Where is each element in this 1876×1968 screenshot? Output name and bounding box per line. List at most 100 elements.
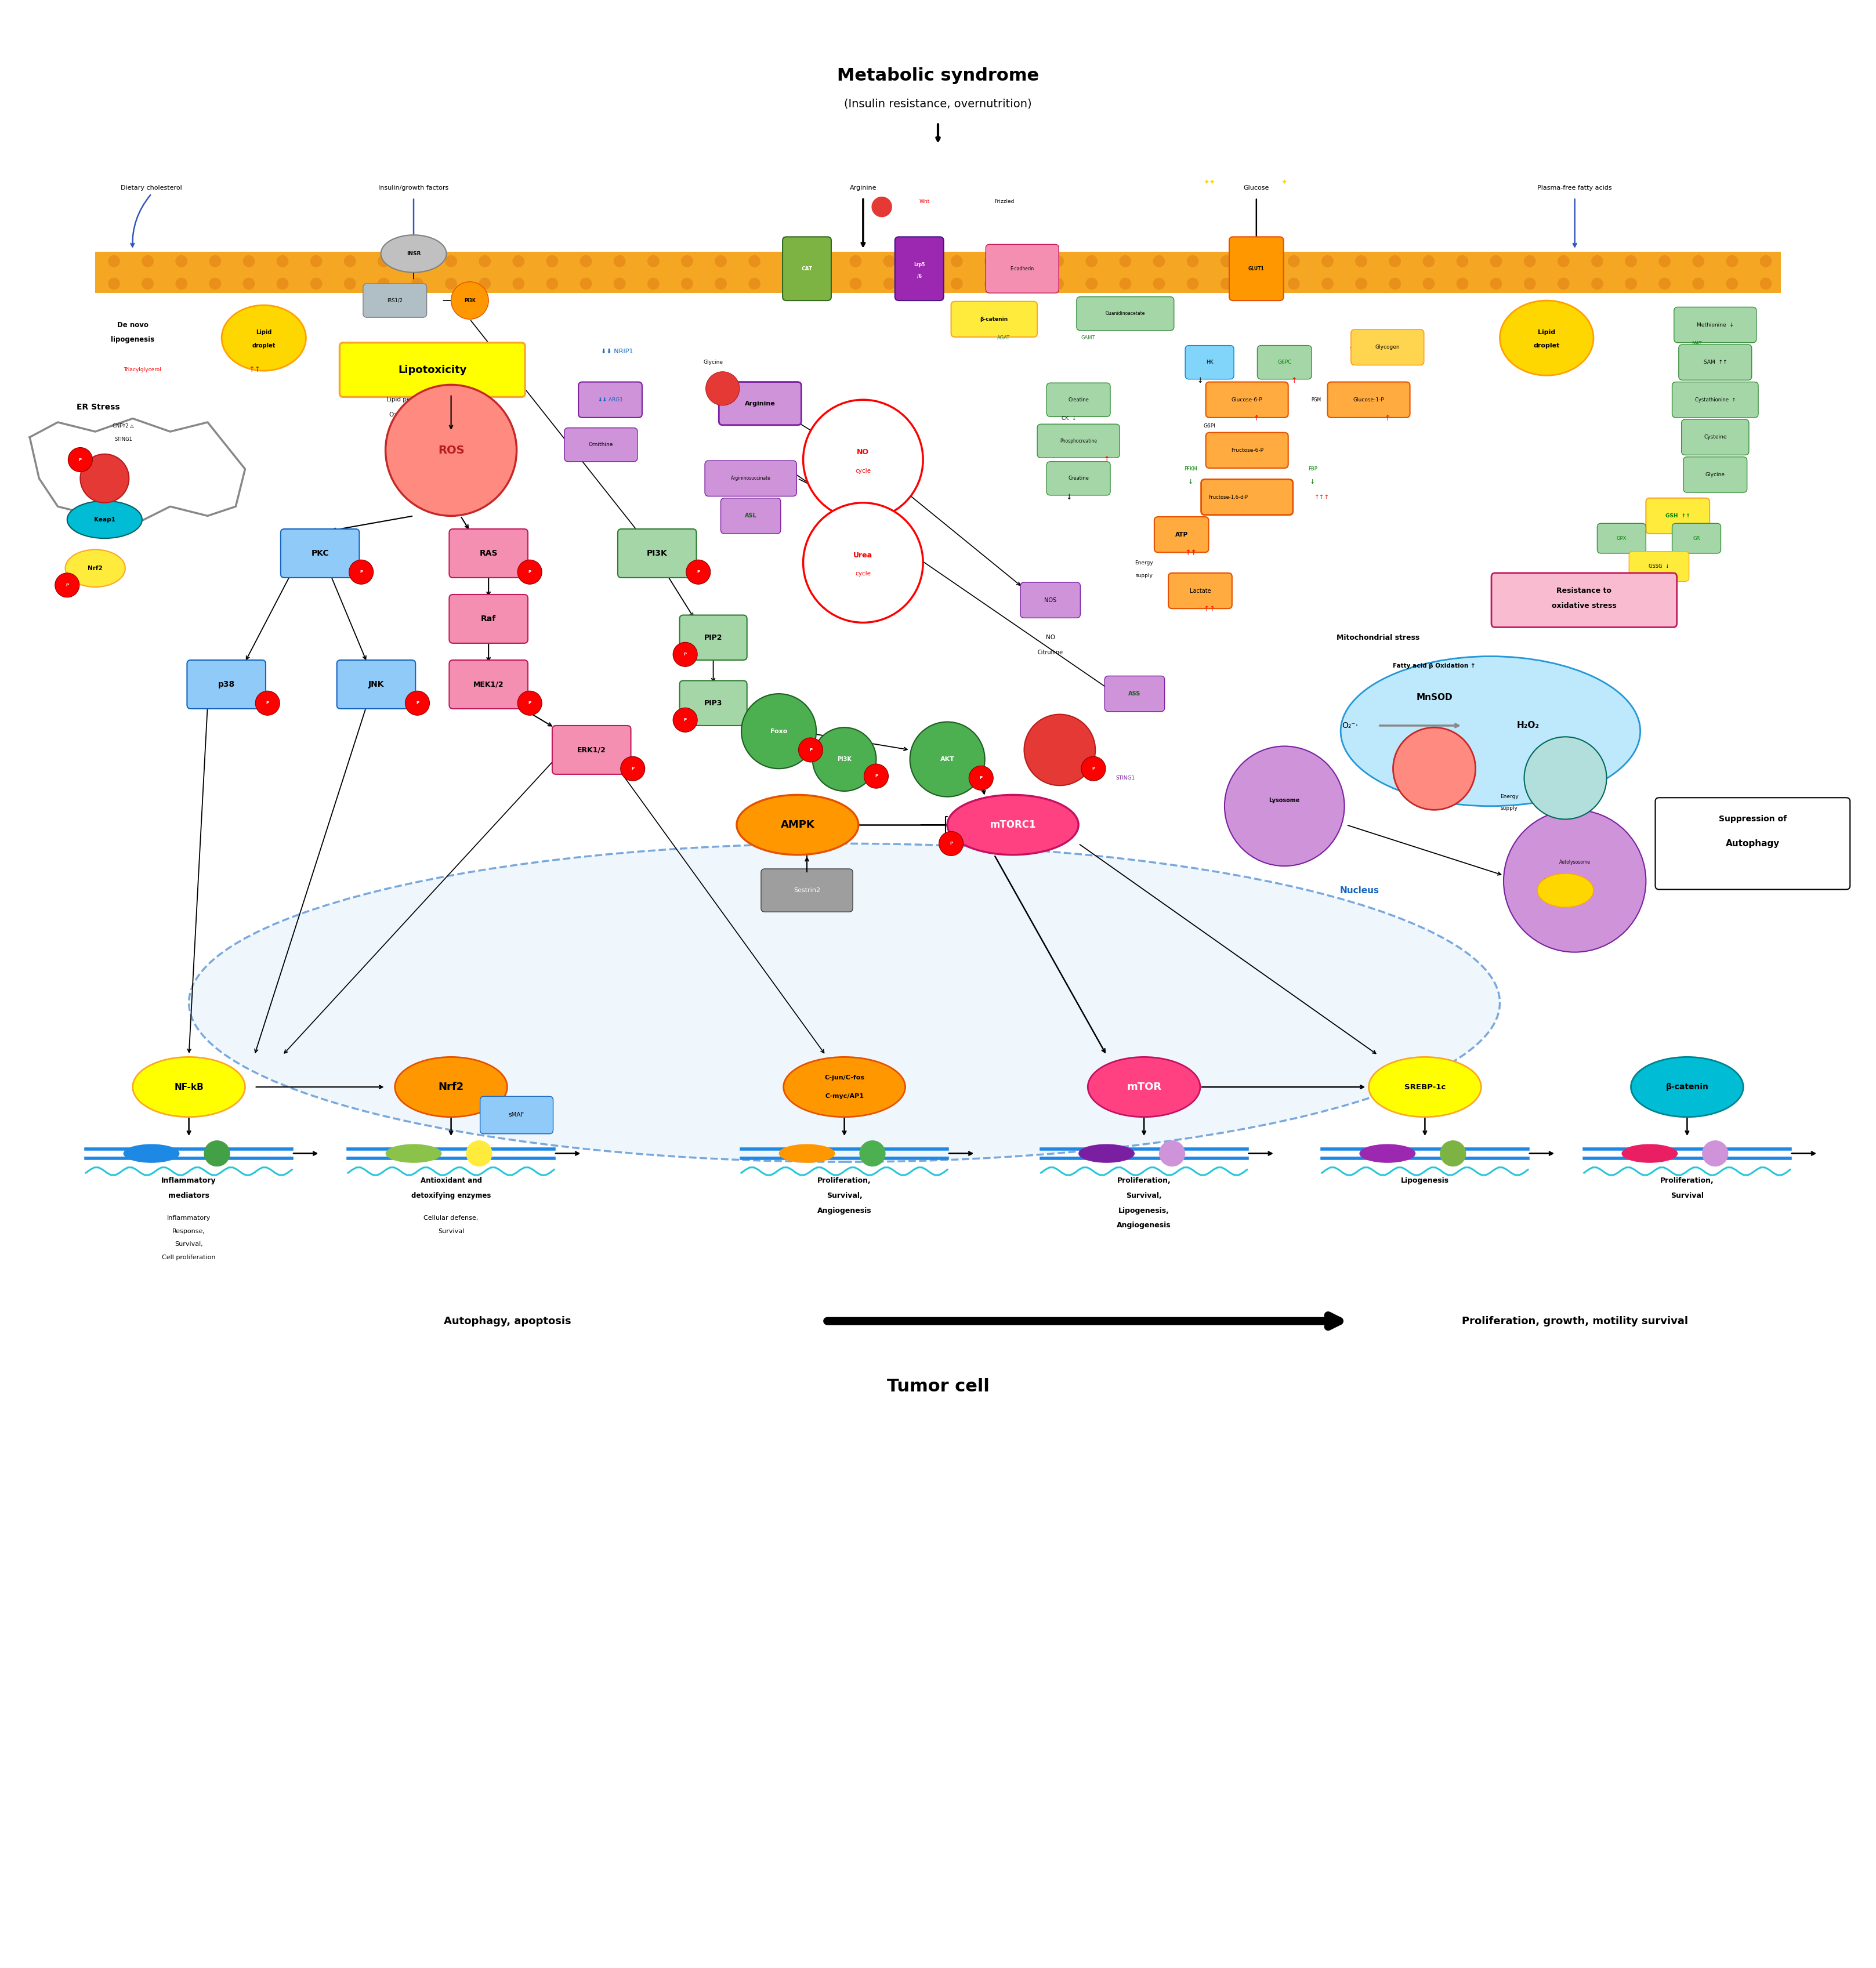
FancyBboxPatch shape xyxy=(895,236,944,301)
Circle shape xyxy=(386,386,516,516)
Circle shape xyxy=(174,277,188,289)
Text: Nrf2: Nrf2 xyxy=(88,565,103,571)
Text: Proliferation,: Proliferation, xyxy=(818,1177,870,1185)
Circle shape xyxy=(1221,277,1233,289)
Text: NF-kB: NF-kB xyxy=(174,1082,204,1092)
Text: Lipogenesis,: Lipogenesis, xyxy=(1118,1206,1169,1214)
Text: β-catenin: β-catenin xyxy=(1666,1082,1709,1090)
Circle shape xyxy=(1120,277,1131,289)
Text: P: P xyxy=(683,718,687,722)
Text: AMPK: AMPK xyxy=(780,819,814,830)
Text: Nucleus: Nucleus xyxy=(1339,886,1379,895)
Ellipse shape xyxy=(124,1143,180,1163)
FancyBboxPatch shape xyxy=(188,659,266,708)
Text: ROS: ROS xyxy=(437,445,465,457)
Text: β-catenin: β-catenin xyxy=(979,317,1007,323)
Circle shape xyxy=(445,277,458,289)
FancyBboxPatch shape xyxy=(1105,675,1165,712)
Ellipse shape xyxy=(1630,1057,1743,1118)
Text: Arginine: Arginine xyxy=(745,401,775,407)
FancyBboxPatch shape xyxy=(1328,382,1411,417)
Circle shape xyxy=(1086,256,1097,268)
Circle shape xyxy=(445,256,458,268)
Ellipse shape xyxy=(1621,1143,1677,1163)
Text: Inflammatory: Inflammatory xyxy=(167,1214,210,1220)
Text: Antioxidant and: Antioxidant and xyxy=(420,1177,482,1185)
FancyBboxPatch shape xyxy=(480,1096,553,1134)
Text: P: P xyxy=(630,768,634,769)
Text: Nrf2: Nrf2 xyxy=(439,1082,463,1092)
Circle shape xyxy=(803,400,923,520)
Circle shape xyxy=(705,372,739,405)
FancyBboxPatch shape xyxy=(719,382,801,425)
Text: MAT: MAT xyxy=(1692,340,1702,346)
Text: NOS: NOS xyxy=(1045,596,1056,602)
Circle shape xyxy=(1159,1139,1186,1167)
Text: Autolysosome: Autolysosome xyxy=(1559,860,1591,864)
Text: IRS1/2: IRS1/2 xyxy=(386,297,403,303)
Circle shape xyxy=(1557,256,1570,268)
FancyBboxPatch shape xyxy=(1645,498,1709,533)
Text: lipogenesis: lipogenesis xyxy=(111,337,154,344)
Text: Wnt: Wnt xyxy=(919,199,930,205)
Text: (Insulin resistance, overnutrition): (Insulin resistance, overnutrition) xyxy=(844,98,1032,110)
Circle shape xyxy=(1702,1139,1728,1167)
Circle shape xyxy=(687,559,711,584)
Text: Suppression of: Suppression of xyxy=(1718,815,1786,823)
Text: P: P xyxy=(874,773,878,777)
Text: Frizzled: Frizzled xyxy=(994,199,1015,205)
Circle shape xyxy=(1490,277,1503,289)
Text: Autophagy: Autophagy xyxy=(1726,838,1780,848)
Circle shape xyxy=(985,256,996,268)
Circle shape xyxy=(1658,256,1672,268)
FancyBboxPatch shape xyxy=(448,594,527,644)
FancyBboxPatch shape xyxy=(1186,346,1234,380)
Circle shape xyxy=(1625,256,1638,268)
Text: ↑: ↑ xyxy=(1103,457,1109,462)
Text: GSH  ↑↑: GSH ↑↑ xyxy=(1666,514,1690,518)
FancyBboxPatch shape xyxy=(448,659,527,708)
Text: Creatine: Creatine xyxy=(1067,476,1088,480)
Text: ↑↑: ↑↑ xyxy=(719,386,728,392)
Circle shape xyxy=(1019,256,1030,268)
Text: P: P xyxy=(683,653,687,655)
Text: SREBP-1c: SREBP-1c xyxy=(1405,1082,1446,1090)
Circle shape xyxy=(377,256,390,268)
Text: Energy: Energy xyxy=(1501,795,1518,799)
FancyBboxPatch shape xyxy=(338,659,415,708)
FancyBboxPatch shape xyxy=(1681,419,1748,455)
Circle shape xyxy=(109,256,120,268)
Circle shape xyxy=(910,722,985,797)
Text: Metabolic syndrome: Metabolic syndrome xyxy=(837,67,1039,85)
Text: H₂O₂: H₂O₂ xyxy=(1516,720,1538,730)
Text: PI3K: PI3K xyxy=(463,297,475,303)
Text: Guanidinoacetate: Guanidinoacetate xyxy=(1105,311,1144,317)
Circle shape xyxy=(518,559,542,584)
FancyBboxPatch shape xyxy=(762,868,854,911)
Text: ASS: ASS xyxy=(1129,691,1141,697)
Circle shape xyxy=(276,277,289,289)
FancyBboxPatch shape xyxy=(1037,425,1120,459)
Ellipse shape xyxy=(381,234,446,272)
Text: PFKM: PFKM xyxy=(1184,466,1197,472)
FancyBboxPatch shape xyxy=(705,461,797,496)
Text: P: P xyxy=(979,775,983,779)
Text: Cell proliferation: Cell proliferation xyxy=(161,1254,216,1260)
Text: LC3: LC3 xyxy=(1580,892,1589,897)
Text: ⬇⬇ ARG1: ⬇⬇ ARG1 xyxy=(598,398,623,401)
Circle shape xyxy=(1086,277,1097,289)
Text: Raf: Raf xyxy=(480,614,495,624)
Circle shape xyxy=(1726,256,1737,268)
Circle shape xyxy=(242,277,255,289)
Circle shape xyxy=(208,256,221,268)
Circle shape xyxy=(1388,277,1401,289)
Text: Oxidative stress: Oxidative stress xyxy=(388,411,439,417)
Circle shape xyxy=(1287,277,1300,289)
Text: Arginine: Arginine xyxy=(850,185,876,191)
Text: ↑: ↑ xyxy=(1291,378,1296,386)
Text: Lipotoxicity: Lipotoxicity xyxy=(398,364,467,376)
FancyBboxPatch shape xyxy=(1491,573,1677,628)
Text: Argininosuccinate: Argininosuccinate xyxy=(732,476,771,480)
Circle shape xyxy=(1490,256,1503,268)
Circle shape xyxy=(1354,256,1368,268)
